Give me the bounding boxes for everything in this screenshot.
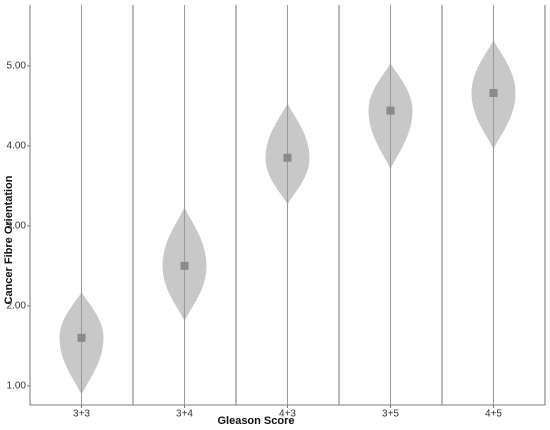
median-marker <box>489 89 498 97</box>
x-axis-title: Gleason Score <box>217 415 294 427</box>
median-marker <box>77 333 86 342</box>
median-marker <box>386 106 395 115</box>
x-tick-label: 3+4 <box>176 409 193 420</box>
y-tick-label: 1.00 <box>7 380 27 391</box>
x-tick-label: 4+3 <box>279 409 296 420</box>
x-tick-label: 4+5 <box>485 409 502 420</box>
y-tick-label: 5.00 <box>7 60 27 71</box>
y-tick-label: 3.00 <box>7 220 27 231</box>
y-axis-title: Cancer Fibre Orientation <box>3 175 15 304</box>
median-marker <box>283 153 292 162</box>
x-tick-label: 3+3 <box>73 409 90 420</box>
y-tick-label: 4.00 <box>7 140 27 151</box>
median-marker <box>180 261 189 270</box>
y-tick-label: 2.00 <box>7 300 27 311</box>
x-tick-label: 3+5 <box>382 409 399 420</box>
